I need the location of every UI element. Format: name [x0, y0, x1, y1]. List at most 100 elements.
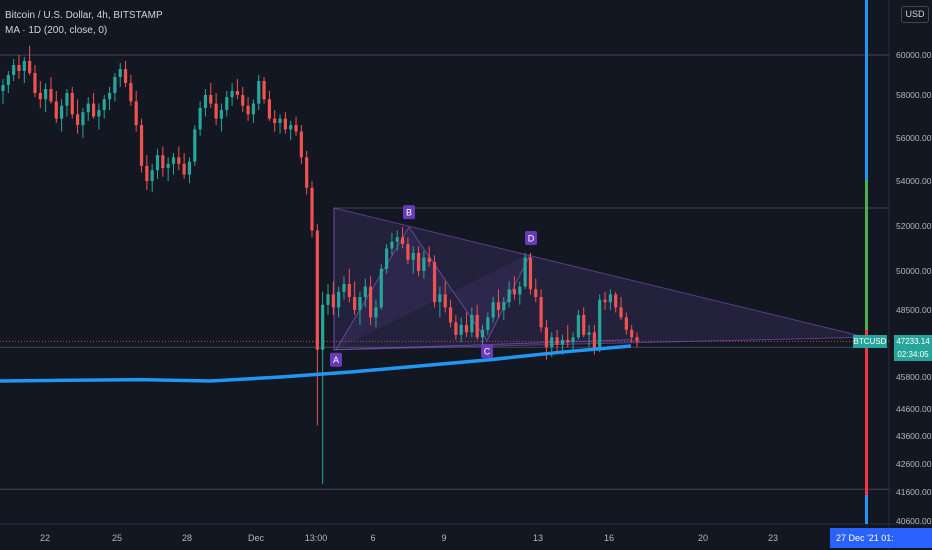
candle	[257, 75, 261, 111]
pattern-point-a: A	[330, 352, 342, 367]
candle	[145, 155, 149, 190]
candle	[22, 57, 26, 83]
candle	[294, 116, 298, 136]
candle	[315, 223, 319, 426]
candle-body	[539, 297, 543, 328]
candle	[209, 83, 213, 108]
candle	[475, 304, 479, 340]
candle	[411, 246, 415, 274]
candle-body	[177, 157, 181, 164]
candle	[395, 230, 399, 251]
candle	[187, 157, 192, 184]
candle	[166, 157, 170, 181]
candle	[70, 87, 74, 119]
candle-body	[1, 85, 5, 91]
candle-body	[129, 83, 133, 102]
candle	[534, 278, 538, 303]
candle-body	[496, 302, 501, 310]
candle	[416, 246, 421, 277]
price-tick-label: 50000.00	[896, 266, 932, 276]
candle	[603, 291, 607, 310]
candle	[539, 289, 543, 333]
candle	[102, 95, 106, 119]
candle	[326, 284, 330, 315]
candle	[518, 281, 522, 305]
price-tick-label: 54000.00	[896, 176, 932, 186]
candle	[267, 91, 271, 121]
price-tick-label: 60000.00	[896, 50, 932, 60]
candle-body	[502, 302, 506, 310]
candle-body	[214, 103, 218, 119]
candle-body	[491, 302, 495, 318]
time-axis[interactable]: 22 25 28 Dec 13:00 6 9 13 16 20 23	[40, 533, 778, 543]
candle	[523, 253, 527, 290]
candle-body	[65, 93, 69, 106]
pattern-point-badge	[525, 231, 537, 245]
candle-body	[459, 324, 463, 335]
candle-body	[267, 99, 271, 119]
candle-body	[155, 155, 160, 171]
candle-body	[182, 163, 186, 175]
candle	[75, 99, 80, 134]
candle-body	[299, 131, 303, 158]
candle-body	[22, 61, 26, 71]
candles-layer[interactable]	[1, 45, 639, 484]
crosshair-date-label: 27 Dec '21 01:	[830, 528, 932, 548]
candle-body	[198, 107, 202, 130]
candle	[49, 77, 53, 104]
candle-body	[448, 307, 453, 323]
candle-body	[49, 89, 53, 102]
candle-body	[91, 103, 96, 117]
candle	[182, 153, 186, 179]
candle	[155, 148, 160, 179]
candle	[576, 310, 580, 340]
price-tick-label: 43600.00	[896, 431, 932, 441]
currency-button[interactable]: USD	[901, 6, 929, 23]
trend-color-bar	[865, 0, 868, 524]
candle-body	[369, 286, 373, 318]
candle-body	[294, 125, 298, 132]
pattern-point-c: C	[481, 344, 493, 359]
candle-body	[6, 75, 10, 85]
candle	[289, 120, 293, 141]
candle-body	[480, 329, 485, 338]
price-tick-label: 40600.00	[896, 516, 932, 526]
trend-bar-green	[865, 180, 868, 330]
candle-body	[161, 155, 165, 169]
candle	[374, 299, 378, 328]
candle-body	[219, 110, 224, 119]
price-axis[interactable]: 60000.00 58000.00 56000.00 54000.00 52000.00…	[896, 50, 932, 526]
indicator-title[interactable]: MA · 1D (200, close, 0)	[5, 25, 108, 36]
candle	[384, 244, 389, 274]
candle-body	[166, 163, 170, 169]
pattern-point-label: A	[333, 355, 339, 365]
pattern-labels[interactable]: A B C D	[330, 205, 537, 367]
chart-legend: Bitcoin / U.S. Dollar, 4h, BITSTAMP MA ·…	[5, 8, 163, 38]
candle	[427, 246, 431, 267]
candle-body	[353, 297, 357, 310]
candle	[321, 291, 325, 484]
candle	[118, 63, 122, 87]
candle-body	[187, 161, 192, 175]
candle	[619, 297, 623, 320]
candle	[432, 255, 437, 308]
candle-body	[411, 253, 415, 260]
candle-body	[278, 118, 282, 123]
candle-body	[550, 337, 554, 348]
candle-body	[598, 299, 602, 350]
candle-body	[624, 317, 628, 330]
candle-body	[587, 332, 591, 335]
candle	[123, 61, 128, 87]
candle	[107, 87, 112, 111]
candle-body	[305, 157, 309, 188]
candle-body	[518, 286, 522, 295]
candle-body	[390, 241, 394, 249]
candle	[422, 250, 426, 279]
candle-body	[379, 268, 383, 308]
time-tick-label: 13	[533, 533, 543, 543]
candle	[486, 312, 490, 335]
candle	[305, 150, 309, 195]
candle-body	[251, 103, 256, 115]
